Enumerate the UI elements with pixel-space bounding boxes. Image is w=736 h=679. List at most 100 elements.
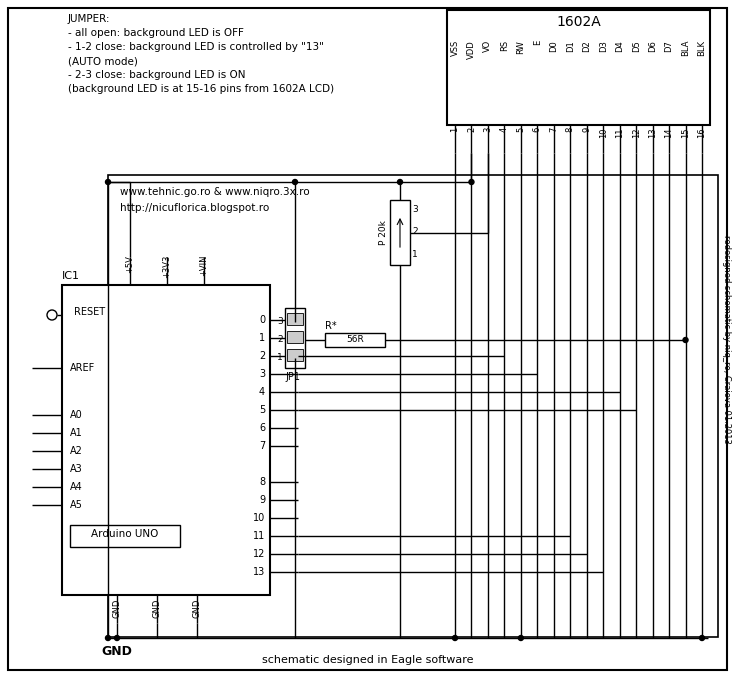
- Text: 5: 5: [517, 127, 526, 132]
- Text: IC1: IC1: [62, 271, 80, 281]
- Text: P 20k: P 20k: [379, 220, 388, 245]
- Text: 10: 10: [598, 127, 608, 138]
- Text: 1: 1: [412, 250, 418, 259]
- Circle shape: [453, 636, 458, 640]
- Text: GND: GND: [102, 645, 132, 658]
- Bar: [287, 349, 303, 361]
- Text: 12: 12: [252, 549, 265, 559]
- Bar: [62, 285, 270, 595]
- Text: 6: 6: [533, 127, 542, 132]
- Bar: [390, 200, 410, 265]
- Text: BLK: BLK: [698, 40, 707, 56]
- Text: 3: 3: [259, 369, 265, 379]
- Text: 11: 11: [252, 531, 265, 541]
- Text: A5: A5: [70, 500, 83, 510]
- Circle shape: [469, 179, 474, 185]
- Circle shape: [518, 636, 523, 640]
- Text: GND: GND: [113, 599, 121, 619]
- Text: 13: 13: [648, 127, 657, 138]
- Text: VO: VO: [484, 40, 492, 52]
- Text: www.tehnic.go.ro & www.niqro.3x.ro: www.tehnic.go.ro & www.niqro.3x.ro: [120, 187, 310, 197]
- Text: 10: 10: [252, 513, 265, 523]
- Text: 4: 4: [259, 387, 265, 397]
- Text: Arduino UNO: Arduino UNO: [91, 529, 159, 539]
- Text: 11: 11: [615, 127, 624, 138]
- Text: 6: 6: [259, 423, 265, 433]
- Text: D0: D0: [549, 40, 559, 52]
- Text: GND: GND: [193, 599, 202, 619]
- Circle shape: [699, 636, 704, 640]
- Text: 7: 7: [259, 441, 265, 451]
- Text: D2: D2: [582, 40, 591, 52]
- Text: A2: A2: [70, 446, 83, 456]
- Text: AREF: AREF: [70, 363, 95, 373]
- Text: 16: 16: [698, 127, 707, 138]
- Text: redesigned schematic by niq_ro, Craiova 01.2013: redesigned schematic by niq_ro, Craiova …: [723, 235, 732, 444]
- Text: JP1: JP1: [285, 372, 300, 382]
- Bar: [285, 308, 305, 368]
- Text: 4: 4: [500, 127, 509, 132]
- Text: A1: A1: [70, 428, 82, 438]
- Text: 7: 7: [549, 127, 559, 132]
- Text: A3: A3: [70, 464, 82, 474]
- Bar: [287, 331, 303, 343]
- Text: - all open: background LED is OFF: - all open: background LED is OFF: [68, 28, 244, 38]
- Text: 8: 8: [566, 127, 575, 132]
- Text: VSS: VSS: [450, 40, 459, 56]
- Text: D7: D7: [665, 40, 673, 52]
- Text: 2: 2: [467, 127, 476, 132]
- Text: +5V: +5V: [126, 255, 135, 273]
- Text: A4: A4: [70, 482, 82, 492]
- Text: - 1-2 close: background LED is controlled by "13": - 1-2 close: background LED is controlle…: [68, 42, 324, 52]
- Text: R*: R*: [325, 321, 336, 331]
- Text: 0: 0: [259, 315, 265, 325]
- Circle shape: [105, 179, 110, 185]
- Text: JUMPER:: JUMPER:: [68, 14, 110, 24]
- Text: (AUTO mode): (AUTO mode): [68, 56, 138, 66]
- Text: 1602A: 1602A: [556, 15, 601, 29]
- Text: RW: RW: [517, 40, 526, 54]
- Circle shape: [105, 636, 110, 640]
- Text: D6: D6: [648, 40, 657, 52]
- Text: - 2-3 close: background LED is ON: - 2-3 close: background LED is ON: [68, 70, 246, 80]
- Text: 2: 2: [277, 335, 283, 344]
- Text: 13: 13: [252, 567, 265, 577]
- Text: 3: 3: [484, 127, 492, 132]
- Text: E: E: [533, 40, 542, 45]
- Text: 9: 9: [582, 127, 591, 132]
- Circle shape: [683, 337, 688, 342]
- Bar: [70, 525, 180, 547]
- Text: 2: 2: [412, 227, 417, 236]
- Text: 8: 8: [259, 477, 265, 487]
- Text: http://nicuflorica.blogspot.ro: http://nicuflorica.blogspot.ro: [120, 203, 269, 213]
- Text: 3: 3: [412, 205, 418, 214]
- Bar: [287, 313, 303, 325]
- Text: 1: 1: [450, 127, 459, 132]
- Text: BLA: BLA: [681, 40, 690, 56]
- Text: +VIN: +VIN: [199, 255, 208, 276]
- Text: 12: 12: [631, 127, 640, 138]
- Text: VDD: VDD: [467, 40, 476, 59]
- Text: D5: D5: [631, 40, 640, 52]
- Text: 3: 3: [277, 317, 283, 326]
- Text: 56R: 56R: [346, 335, 364, 344]
- Bar: [108, 175, 718, 637]
- Text: 15: 15: [681, 127, 690, 138]
- Text: D1: D1: [566, 40, 575, 52]
- Text: 5: 5: [259, 405, 265, 415]
- Text: +3V3: +3V3: [163, 255, 171, 278]
- Text: RESET: RESET: [74, 307, 105, 317]
- Circle shape: [397, 179, 403, 185]
- Bar: [447, 10, 710, 125]
- Text: GND: GND: [152, 599, 161, 619]
- Text: A0: A0: [70, 410, 82, 420]
- Text: D3: D3: [598, 40, 608, 52]
- Bar: [325, 333, 385, 347]
- Text: 2: 2: [259, 351, 265, 361]
- Text: RS: RS: [500, 40, 509, 51]
- Text: 14: 14: [665, 127, 673, 138]
- Circle shape: [292, 179, 297, 185]
- Text: 9: 9: [259, 495, 265, 505]
- Text: D4: D4: [615, 40, 624, 52]
- Text: (background LED is at 15-16 pins from 1602A LCD): (background LED is at 15-16 pins from 16…: [68, 84, 334, 94]
